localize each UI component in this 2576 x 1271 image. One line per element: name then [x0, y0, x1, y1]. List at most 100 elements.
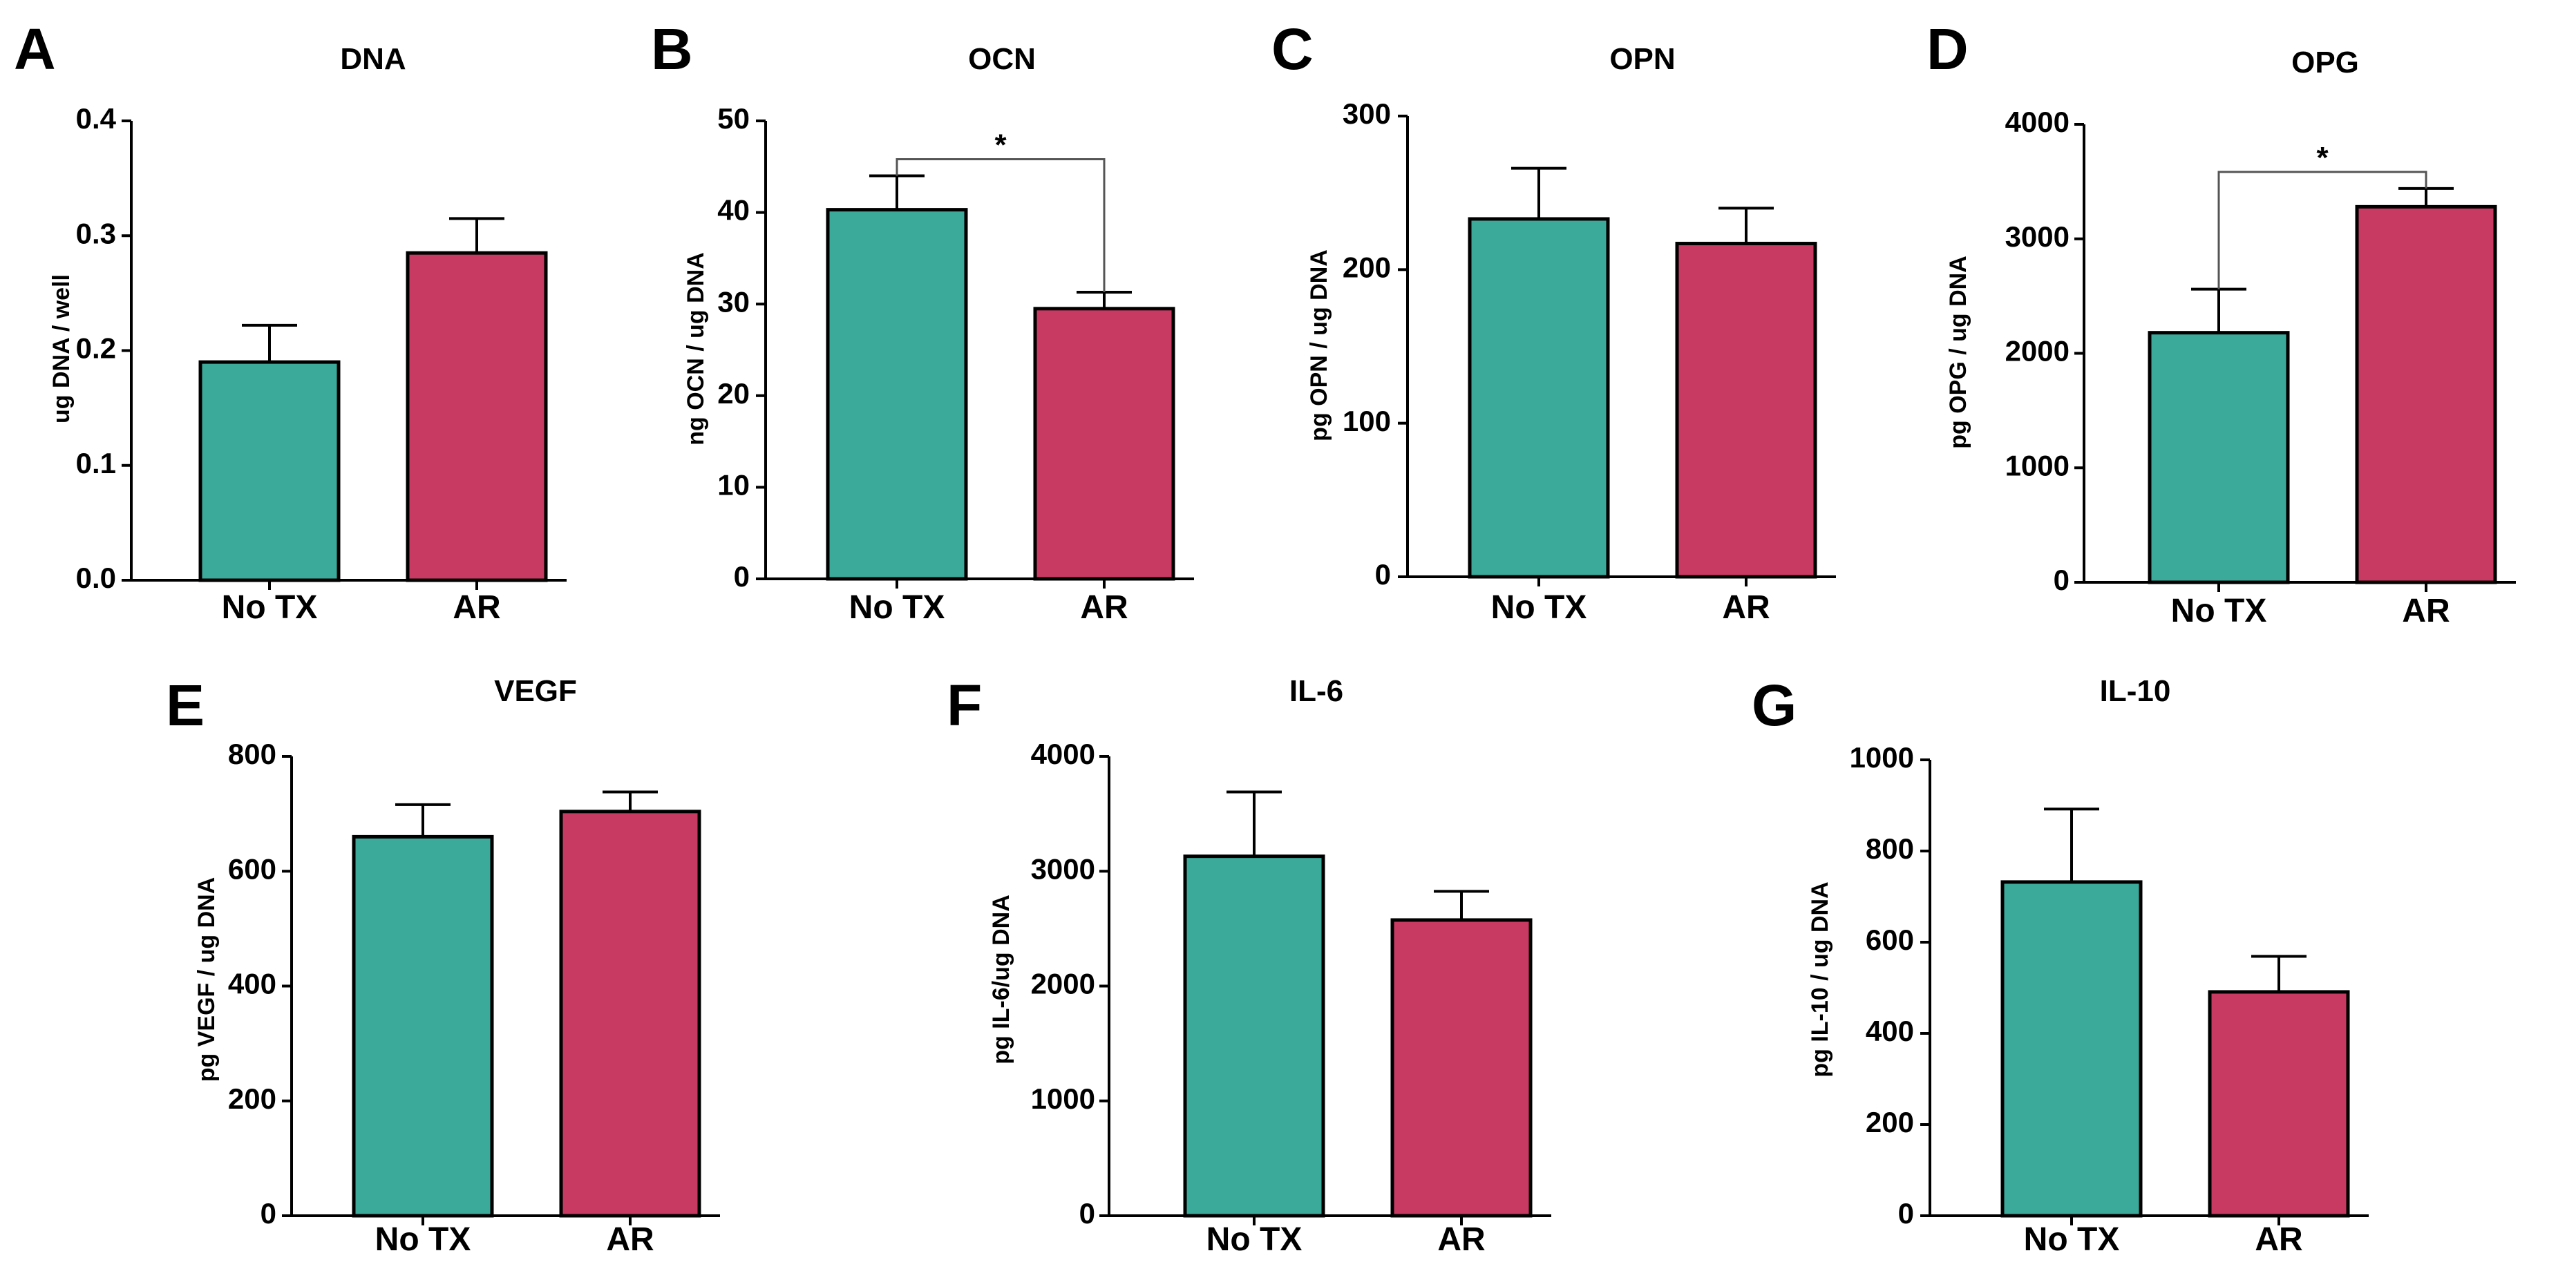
- y-axis-label-e: pg VEGF / ug DNA: [193, 877, 220, 1082]
- y-axis-label-b: ng OCN / ug DNA: [683, 252, 709, 446]
- panel-letter-b: B: [651, 17, 693, 82]
- chart-title-a: DNA: [340, 42, 406, 76]
- y-tick-label-g-1: 200: [1866, 1106, 1914, 1138]
- y-axis-label-d: pg OPG / ug DNA: [1945, 256, 1971, 449]
- y-tick-label-b-0: 0: [734, 560, 750, 593]
- panel-f: F IL-6 pg IL-6/ug DNA 0 1000 2000 3000 4…: [947, 673, 1551, 1258]
- y-axis-label-f: pg IL-6/ug DNA: [988, 895, 1014, 1064]
- bar-d-ar: [2355, 204, 2497, 584]
- x-tick-label-g-no-tx: No TX: [2024, 1221, 2120, 1258]
- y-tick-label-d-4: 4000: [2005, 106, 2070, 138]
- y-tick-label-e-2: 400: [228, 968, 276, 1000]
- panel-a: A DNA ug DNA / well 0.0 0.1 0.2 0.3 0.4 …: [14, 17, 567, 626]
- significance-star-d: *: [2316, 141, 2329, 175]
- bar-f-no-tx: [1183, 854, 1325, 1218]
- y-tick-label-c-2: 200: [1343, 251, 1391, 283]
- y-axis-label-a: ug DNA / well: [48, 274, 75, 423]
- x-tick-label-a-ar: AR: [453, 589, 500, 626]
- chart-title-c: OPN: [1609, 42, 1675, 76]
- chart-title-g: IL-10: [2100, 674, 2171, 708]
- x-tick-label-b-no-tx: No TX: [849, 589, 945, 626]
- bar-a-no-tx: [198, 360, 341, 582]
- y-tick-label-e-0: 0: [261, 1197, 276, 1230]
- chart-title-d: OPG: [2291, 46, 2359, 79]
- x-tick-label-f-ar: AR: [1437, 1221, 1485, 1258]
- x-tick-label-c-no-tx: No TX: [1491, 589, 1587, 626]
- y-tick-label-g-2: 400: [1866, 1015, 1914, 1047]
- y-tick-label-b-2: 20: [717, 377, 750, 410]
- panel-d: D OPG pg OPG / ug DNA 0 1000 2000 3000 4…: [1926, 17, 2516, 629]
- y-tick-label-a-4: 0.4: [76, 102, 117, 135]
- x-tick-label-g-ar: AR: [2255, 1221, 2302, 1258]
- y-tick-label-g-4: 800: [1866, 832, 1914, 865]
- y-tick-label-g-0: 0: [1898, 1197, 1914, 1230]
- bar-b-no-tx: [826, 208, 968, 581]
- panel-c: C OPN pg OPN / ug DNA 0 100 200 300 No T…: [1271, 17, 1836, 626]
- panel-letter-d: D: [1926, 17, 1969, 82]
- bar-c-ar: [1675, 242, 1817, 579]
- panel-g: G IL-10 pg IL-10 / ug DNA 0 200 400 600 …: [1752, 673, 2369, 1258]
- y-tick-label-b-1: 10: [717, 468, 750, 501]
- y-tick-label-d-0: 0: [2054, 564, 2070, 596]
- y-ticks-e: 0 200 400 600 800: [228, 738, 276, 1230]
- y-tick-label-e-1: 200: [228, 1082, 276, 1115]
- y-tick-label-e-3: 600: [228, 852, 276, 885]
- y-tick-label-c-3: 300: [1343, 97, 1391, 130]
- y-tick-label-c-1: 100: [1343, 405, 1391, 437]
- y-axis-label-c: pg OPN / ug DNA: [1306, 249, 1332, 441]
- bar-g-ar: [2208, 990, 2350, 1218]
- bar-b-ar: [1033, 307, 1175, 581]
- x-tick-label-a-no-tx: No TX: [222, 589, 318, 626]
- x-tick-label-b-ar: AR: [1080, 589, 1128, 626]
- y-tick-label-b-4: 40: [717, 194, 750, 227]
- bar-g-no-tx: [2000, 880, 2143, 1218]
- y-tick-label-f-3: 3000: [1031, 852, 1095, 885]
- bar-c-no-tx: [1468, 217, 1610, 579]
- y-tick-label-c-0: 0: [1375, 558, 1391, 591]
- x-tick-label-e-no-tx: No TX: [375, 1221, 471, 1258]
- y-tick-label-g-5: 1000: [1850, 741, 1914, 774]
- x-tick-label-e-ar: AR: [606, 1221, 654, 1258]
- y-ticks-g: 0 200 400 600 800 1000: [1850, 741, 1914, 1230]
- y-tick-label-b-3: 30: [717, 285, 750, 318]
- panel-letter-f: F: [947, 673, 982, 738]
- bar-a-ar: [406, 251, 548, 582]
- panel-letter-g: G: [1752, 673, 1797, 738]
- y-tick-label-e-4: 800: [228, 738, 276, 770]
- bar-e-ar: [559, 810, 701, 1218]
- y-ticks-a: 0.0 0.1 0.2 0.3 0.4: [76, 102, 117, 594]
- x-tick-label-d-ar: AR: [2402, 593, 2450, 629]
- y-tick-label-f-4: 4000: [1031, 738, 1095, 770]
- y-tick-label-a-3: 0.3: [76, 217, 116, 249]
- bar-e-no-tx: [352, 834, 494, 1218]
- y-tick-label-f-2: 2000: [1031, 968, 1095, 1000]
- significance-star-b: *: [994, 128, 1007, 162]
- y-tick-label-a-2: 0.2: [76, 332, 116, 365]
- bar-f-ar: [1390, 918, 1533, 1218]
- y-tick-label-d-2: 2000: [2005, 335, 2070, 367]
- x-tick-label-d-no-tx: No TX: [2171, 593, 2267, 629]
- y-tick-label-d-1: 1000: [2005, 449, 2070, 481]
- chart-title-f: IL-6: [1289, 674, 1343, 708]
- y-axis-label-g: pg IL-10 / ug DNA: [1807, 881, 1833, 1077]
- bar-d-no-tx: [2148, 331, 2290, 584]
- y-tick-label-a-1: 0.1: [76, 447, 116, 479]
- chart-title-b: OCN: [968, 42, 1036, 76]
- x-tick-label-f-no-tx: No TX: [1206, 1221, 1303, 1258]
- significance-bracket-b: [896, 158, 1106, 292]
- y-tick-label-f-0: 0: [1079, 1197, 1095, 1230]
- panel-b: B OCN ng OCN / ug DNA 0 10 20 30 40 50 N…: [651, 17, 1194, 626]
- panel-e: E VEGF pg VEGF / ug DNA 0 200 400 600 80…: [166, 673, 720, 1258]
- y-tick-label-f-1: 1000: [1031, 1082, 1095, 1115]
- panel-letter-a: A: [14, 17, 56, 82]
- y-tick-label-b-5: 50: [717, 102, 750, 135]
- x-tick-label-c-ar: AR: [1722, 589, 1770, 626]
- y-tick-label-g-3: 600: [1866, 924, 1914, 956]
- significance-bracket-d: [2217, 171, 2427, 289]
- y-tick-label-a-0: 0.0: [76, 562, 116, 594]
- y-ticks-f: 0 1000 2000 3000 4000: [1031, 738, 1095, 1230]
- panel-letter-c: C: [1271, 17, 1314, 82]
- panel-letter-e: E: [166, 673, 205, 738]
- y-tick-label-d-3: 3000: [2005, 220, 2070, 253]
